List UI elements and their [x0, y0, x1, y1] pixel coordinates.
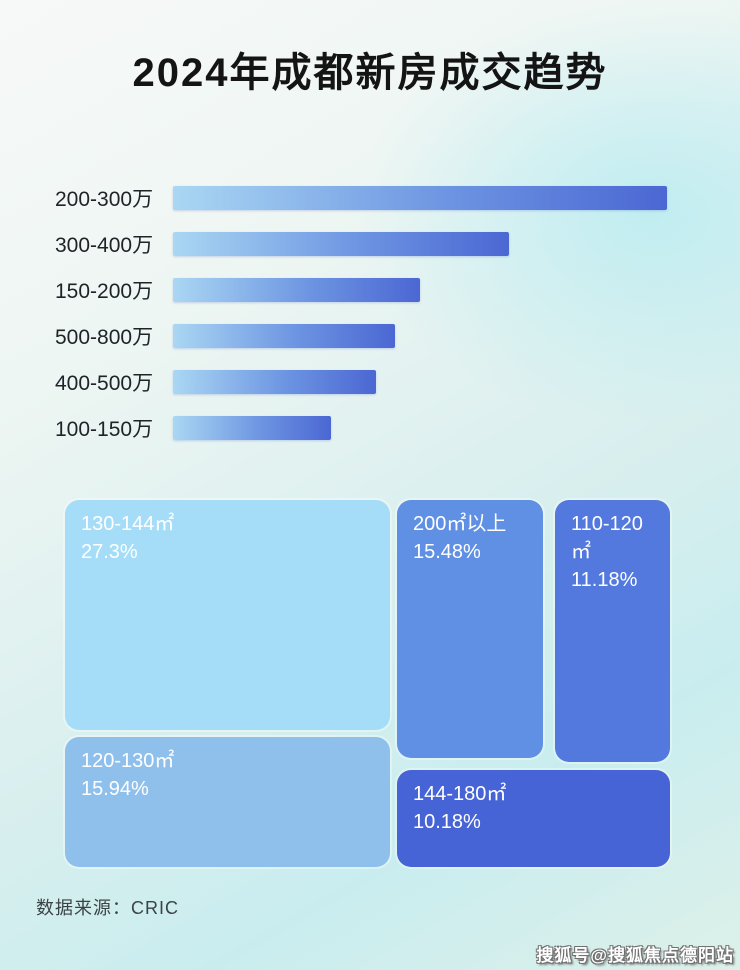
bar-fill: [173, 186, 667, 210]
bar-track: [173, 416, 667, 440]
bar-category-label: 200-300万: [55, 188, 154, 211]
bar-track: [173, 324, 667, 348]
price-range-bar-chart: 200-300万 300-400万 150-200万 500-800万 400-500万…: [55, 186, 667, 462]
bar-track: [173, 278, 667, 302]
bar-category-label: 100-150万: [55, 418, 154, 441]
bar-category-label: 500-800万: [55, 326, 154, 349]
treemap-tile-value: 15.48%: [413, 541, 481, 563]
bar-row: 200-300万: [55, 186, 667, 211]
bar-row: 100-150万: [55, 416, 667, 441]
bar-fill: [173, 416, 332, 440]
treemap-tile-value: 27.3%: [81, 541, 138, 563]
treemap-tile-label: 110-120㎡: [571, 513, 643, 563]
bar-row: 400-500万: [55, 370, 667, 395]
bar-fill: [173, 278, 420, 302]
bar-fill: [173, 324, 396, 348]
bar-fill: [173, 232, 509, 256]
bar-category-label: 150-200万: [55, 280, 154, 303]
treemap-tile-label: 120-130㎡: [81, 750, 175, 772]
bar-category-label: 300-400万: [55, 234, 154, 257]
data-source-note: 数据来源：CRIC: [36, 898, 179, 918]
bar-category-label: 400-500万: [55, 372, 154, 395]
bar-row: 150-200万: [55, 278, 667, 303]
treemap-tile: 110-120㎡ 11.18%: [555, 500, 670, 762]
treemap-tile: 200㎡以上 15.48%: [397, 500, 543, 758]
watermark: 搜狐号@搜狐焦点德阳站: [536, 946, 734, 965]
treemap-tile-value: 10.18%: [413, 811, 481, 833]
area-size-treemap: 130-144㎡ 27.3% 120-130㎡ 15.94% 200㎡以上 15.48% 1…: [65, 500, 672, 867]
bar-track: [173, 232, 667, 256]
bar-row: 300-400万: [55, 232, 667, 257]
treemap-tile: 120-130㎡ 15.94%: [65, 737, 390, 867]
treemap-tile-value: 15.94%: [81, 778, 149, 800]
treemap-tile: 130-144㎡ 27.3%: [65, 500, 390, 730]
bar-track: [173, 186, 667, 210]
treemap-tile-label: 130-144㎡: [81, 513, 175, 535]
bar-fill: [173, 370, 376, 394]
treemap-tile: 144-180㎡ 10.18%: [397, 770, 670, 867]
bar-row: 500-800万: [55, 324, 667, 349]
treemap-tile-label: 200㎡以上: [413, 513, 507, 535]
treemap-tile-label: 144-180㎡: [413, 783, 507, 805]
treemap-tile-value: 11.18%: [571, 569, 638, 591]
bar-track: [173, 370, 667, 394]
page-title: 2024年成都新房成交趋势: [132, 51, 608, 95]
